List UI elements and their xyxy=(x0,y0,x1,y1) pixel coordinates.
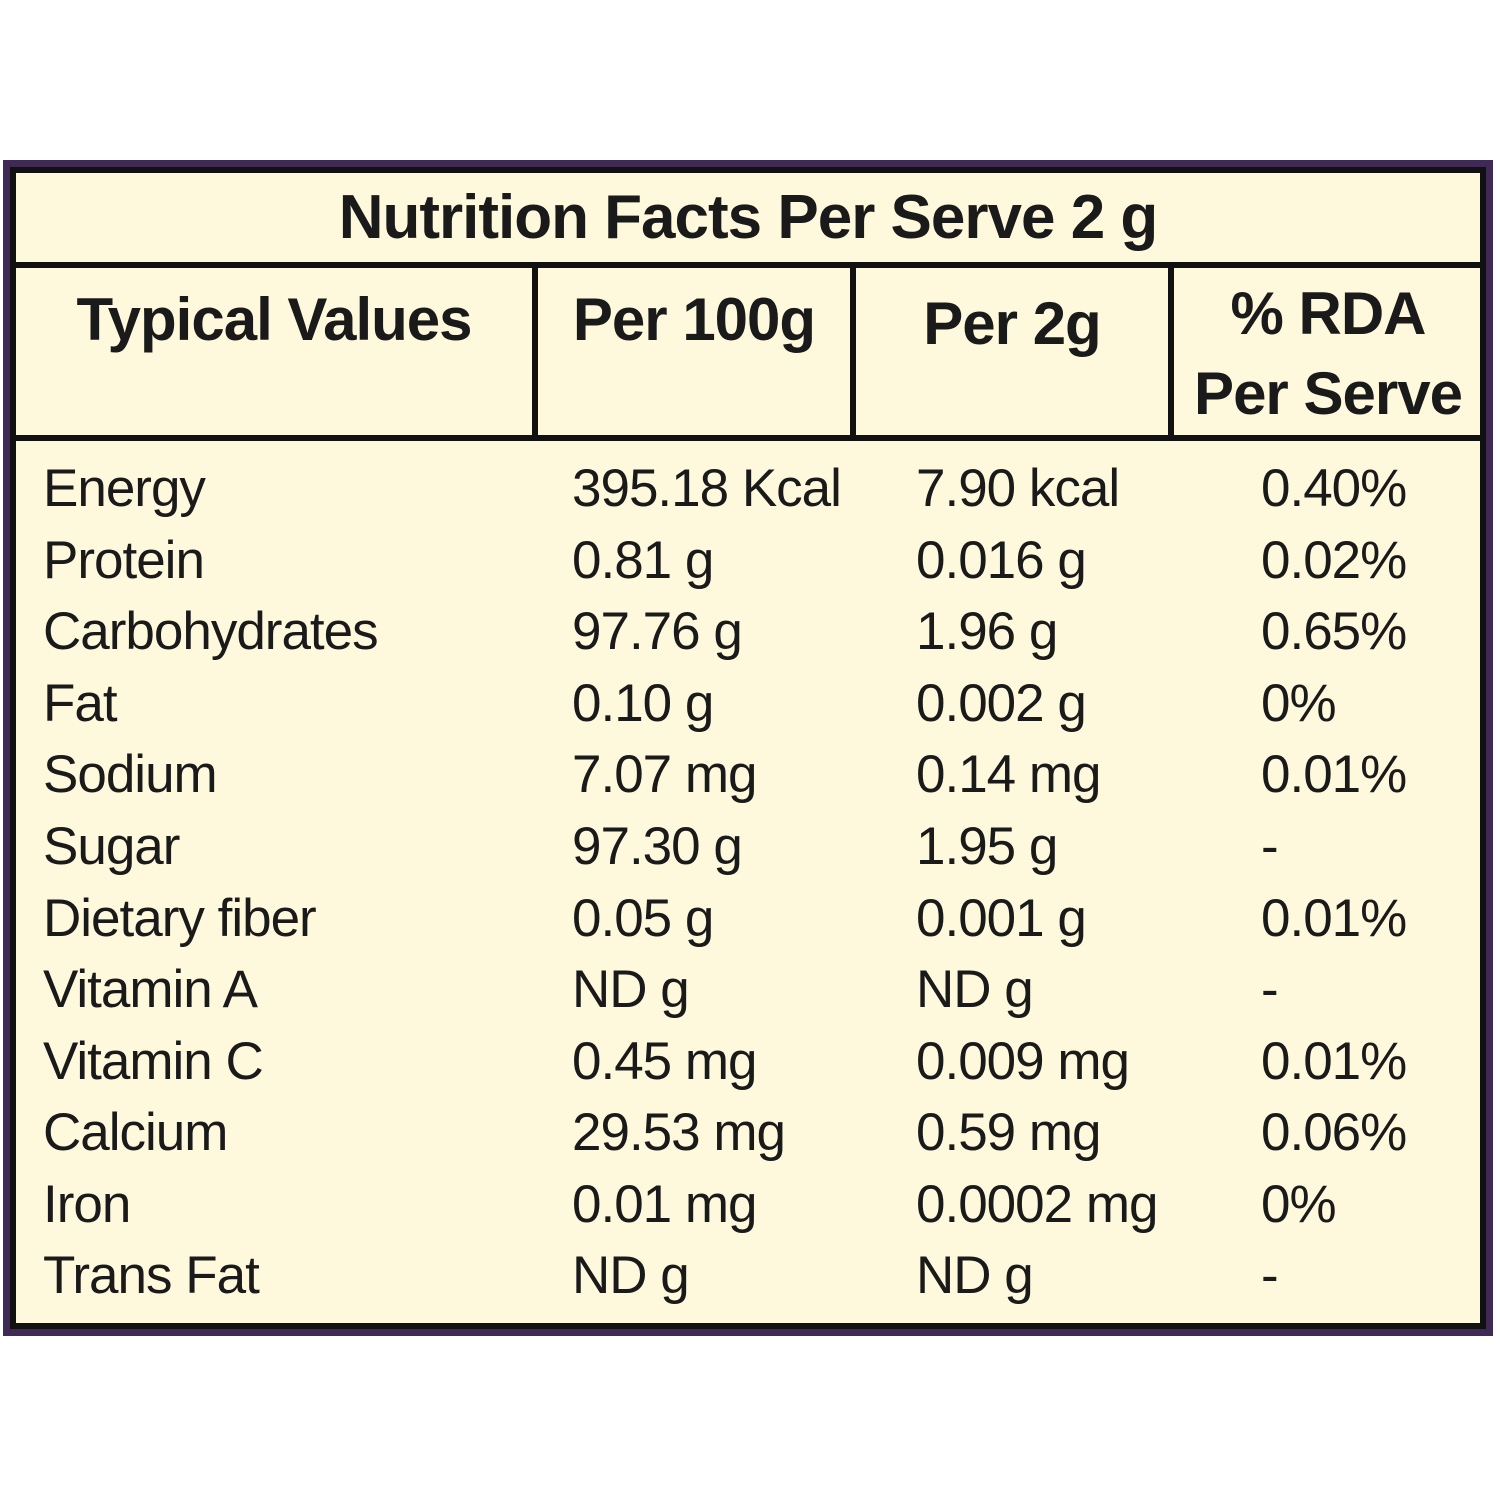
nutrient-name: Fat xyxy=(43,674,118,733)
rda-value: 0.65% xyxy=(1261,602,1407,661)
per-2g-value: 7.90 kcal xyxy=(916,459,1120,518)
per-2g-value: 0.0002 mg xyxy=(916,1175,1158,1234)
rda-value: 0.01% xyxy=(1261,889,1407,948)
per-2g-value: 0.009 mg xyxy=(916,1032,1130,1091)
column-divider xyxy=(850,268,856,435)
per-2g-value: ND g xyxy=(916,1246,1034,1305)
table-row: Fat 0.10 g 0.002 g 0% xyxy=(16,673,1480,744)
nutrient-name: Vitamin C xyxy=(43,1032,264,1091)
table-row: Dietary fiber 0.05 g 0.001 g 0.01% xyxy=(16,888,1480,959)
per-2g-value: 0.016 g xyxy=(916,531,1087,590)
rda-value: - xyxy=(1261,960,1279,1019)
table-row: Trans Fat ND g ND g - xyxy=(16,1245,1480,1316)
nutrition-table: Nutrition Facts Per Serve 2 g Typical Va… xyxy=(10,167,1486,1329)
nutrient-name: Sodium xyxy=(43,745,218,804)
per-100g-value: 0.05 g xyxy=(572,889,714,948)
per-2g-value: 1.96 g xyxy=(916,602,1058,661)
table-row: Sugar 97.30 g 1.95 g - xyxy=(16,816,1480,887)
column-divider xyxy=(532,268,538,435)
rda-value: - xyxy=(1261,1246,1279,1305)
per-100g-value: 395.18 Kcal xyxy=(572,459,842,518)
nutrient-name: Trans Fat xyxy=(43,1246,260,1305)
header-rda: % RDA Per Serve xyxy=(1174,268,1482,435)
rda-value: 0.06% xyxy=(1261,1103,1407,1162)
rda-value: 0% xyxy=(1261,674,1337,733)
per-100g-value: 97.30 g xyxy=(572,817,743,876)
per-100g-value: 0.45 mg xyxy=(572,1032,758,1091)
table-row: Vitamin A ND g ND g - xyxy=(16,959,1480,1030)
per-100g-value: 0.81 g xyxy=(572,531,714,590)
per-100g-value: ND g xyxy=(572,1246,690,1305)
header-typical-values: Typical Values xyxy=(76,286,472,353)
per-100g-value: 7.07 mg xyxy=(572,745,758,804)
per-2g-value: 0.001 g xyxy=(916,889,1087,948)
nutrient-name: Carbohydrates xyxy=(43,602,379,661)
nutrient-name: Dietary fiber xyxy=(43,889,317,948)
rda-value: - xyxy=(1261,817,1279,876)
per-2g-value: 0.59 mg xyxy=(916,1103,1102,1162)
column-divider xyxy=(1168,268,1174,435)
rda-value: 0.01% xyxy=(1261,1032,1407,1091)
rda-value: 0.40% xyxy=(1261,459,1407,518)
per-2g-value: ND g xyxy=(916,960,1034,1019)
per-2g-value: 1.95 g xyxy=(916,817,1058,876)
per-100g-value: ND g xyxy=(572,960,690,1019)
nutrient-name: Sugar xyxy=(43,817,180,876)
per-100g-value: 0.10 g xyxy=(572,674,714,733)
nutrient-name: Protein xyxy=(43,531,205,590)
header-rda-line2: Per Serve xyxy=(1194,360,1463,427)
table-row: Carbohydrates 97.76 g 1.96 g 0.65% xyxy=(16,601,1480,672)
table-row: Iron 0.01 mg 0.0002 mg 0% xyxy=(16,1174,1480,1245)
nutrient-name: Vitamin A xyxy=(43,960,258,1019)
label-frame: Nutrition Facts Per Serve 2 g Typical Va… xyxy=(3,160,1493,1336)
table-row: Calcium 29.53 mg 0.59 mg 0.06% xyxy=(16,1102,1480,1173)
per-2g-value: 0.002 g xyxy=(916,674,1087,733)
table-row: Energy 395.18 Kcal 7.90 kcal 0.40% xyxy=(16,458,1480,529)
header-per-2g: Per 2g xyxy=(923,290,1101,357)
header-per-100g: Per 100g xyxy=(572,286,816,353)
per-100g-value: 97.76 g xyxy=(572,602,743,661)
rda-value: 0.02% xyxy=(1261,531,1407,590)
per-2g-value: 0.14 mg xyxy=(916,745,1102,804)
rda-value: 0.01% xyxy=(1261,745,1407,804)
per-100g-value: 0.01 mg xyxy=(572,1175,758,1234)
rda-value: 0% xyxy=(1261,1175,1337,1234)
header-row: Typical Values Per 100g Per 2g % RDA Per… xyxy=(16,268,1480,441)
per-100g-value: 29.53 mg xyxy=(572,1103,786,1162)
table-row: Vitamin C 0.45 mg 0.009 mg 0.01% xyxy=(16,1031,1480,1102)
nutrient-name: Iron xyxy=(43,1175,131,1234)
nutrient-name: Energy xyxy=(43,459,206,518)
header-rda-line1: % RDA xyxy=(1230,280,1426,347)
table-row: Sodium 7.07 mg 0.14 mg 0.01% xyxy=(16,744,1480,815)
nutrient-name: Calcium xyxy=(43,1103,228,1162)
table-title: Nutrition Facts Per Serve 2 g xyxy=(16,173,1480,268)
table-row: Protein 0.81 g 0.016 g 0.02% xyxy=(16,530,1480,601)
